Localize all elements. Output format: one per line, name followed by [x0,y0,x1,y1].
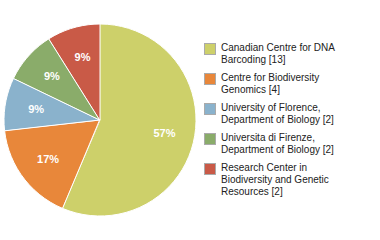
html-text:Canadian Centre for DNA Barcod: Canadian Centre for DNA Barcoding [13] [221,42,335,65]
html-text:Centre for Biodiversity Genomi: Centre for Biodiversity Genomics [4] [221,72,320,95]
html-text:Universita di Firenze, Departm: Universita di Firenze, Department of Bio… [221,132,334,155]
html-text:Research Center in Biodiversit: Research Center in Biodiversity and Gene… [221,162,329,197]
svg-text:9%: 9% [75,51,91,63]
html-text:University of Florence, Depart: University of Florence, Department of Bi… [221,102,334,125]
svg-text:9%: 9% [44,70,60,82]
svg-text:9%: 9% [28,103,44,115]
svg-text:57%: 57% [153,127,175,139]
svg-text:17%: 17% [37,153,59,165]
